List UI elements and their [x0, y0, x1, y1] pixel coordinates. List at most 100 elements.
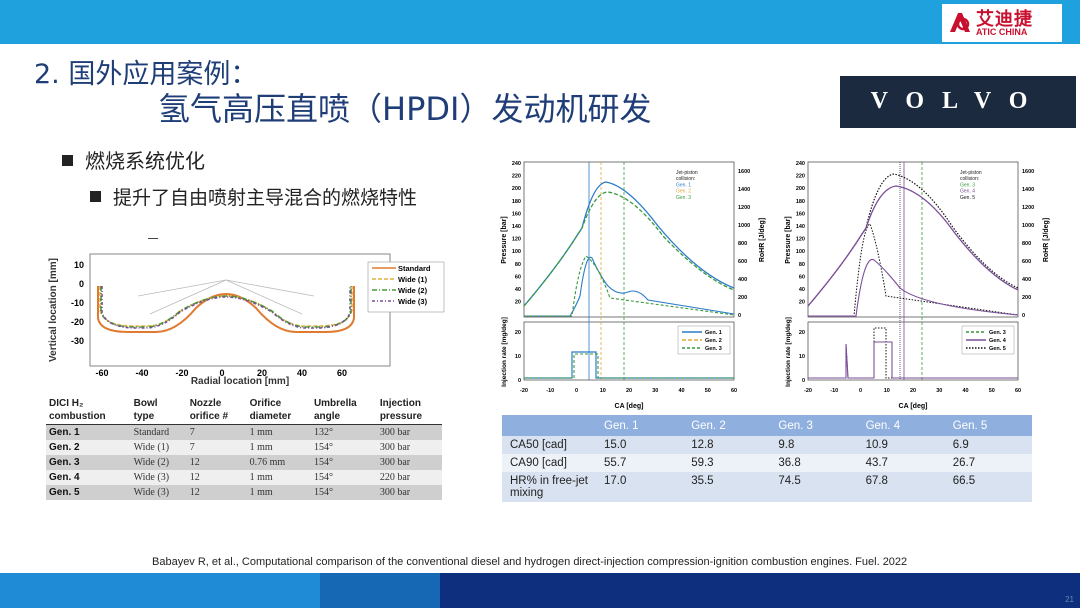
top-banner [0, 0, 1080, 44]
ca-tick: 10 [600, 388, 606, 394]
rohr-tick: 600 [738, 259, 747, 265]
reference-citation: Babayev R, et al., Computational compari… [152, 556, 908, 568]
rohr-tick: 200 [738, 295, 747, 301]
pressure-tick: 80 [515, 262, 521, 268]
rohr-tick: 400 [1022, 277, 1031, 283]
jet-lines [137, 279, 315, 315]
header-text: Bowl [133, 398, 158, 409]
pressure-tick: 240 [796, 161, 805, 167]
table-row: Gen. 5 Wide (3) 12 1 mm 154° 300 bar [46, 485, 442, 500]
column-header: Nozzle orifice # [186, 396, 247, 425]
annotation-text: collision: [676, 176, 695, 182]
standard-bowl-curve [97, 286, 355, 333]
pressure-tick: 40 [799, 287, 805, 293]
pressure-tick: 180 [796, 199, 805, 205]
table-cell: Gen. 2 [46, 440, 131, 455]
legend-label: Standard [398, 264, 431, 273]
table-row: Gen. 1 Standard 7 1 mm 132° 300 bar [46, 424, 442, 440]
header-text: combustion [49, 411, 106, 422]
ca-tick-labels: -20 -10 0 10 20 30 40 50 60 [520, 388, 737, 394]
table-cell: 55.7 [596, 454, 684, 472]
table-body: CA50 [cad] 15.0 12.8 9.8 10.9 6.9 CA90 [cad] 55… [502, 436, 1032, 502]
wide3-bowl-curve [101, 286, 351, 329]
injection-tick-labels: 20 10 0 [799, 330, 805, 384]
ca-tick: 20 [626, 388, 632, 394]
x-tick-label: -40 [135, 368, 148, 378]
table-body: Gen. 1 Standard 7 1 mm 132° 300 bar Gen. 2 Wide… [46, 424, 442, 500]
ca-tick: 50 [989, 388, 995, 394]
table-cell: 1 mm [246, 485, 311, 500]
ca-tick: 50 [705, 388, 711, 394]
table-cell: 66.5 [944, 472, 1032, 502]
rohr-tick: 400 [738, 277, 747, 283]
table-cell: 26.7 [944, 454, 1032, 472]
rohr-tick: 1000 [1022, 223, 1034, 229]
column-header: Gen. 5 [944, 415, 1032, 436]
pressure-tick: 100 [512, 249, 521, 255]
pressure-tick-labels: 240 220 200 180 160 140 120 100 80 60 40 20 [512, 161, 521, 306]
y-tick-label: -20 [71, 317, 84, 327]
ca-tick: 40 [962, 388, 968, 394]
rohr-tick: 800 [738, 241, 747, 247]
table-row: HR% in free-jet mixing 17.0 35.5 74.5 67.8 66… [502, 472, 1032, 502]
rohr-tick: 600 [1022, 259, 1031, 265]
table-cell: 12 [186, 470, 247, 485]
ca-tick: 0 [575, 388, 578, 394]
table-cell: 300 bar [376, 424, 442, 440]
column-header: DICI H₂ combustion [46, 396, 131, 425]
table-cell: 6.9 [944, 436, 1032, 454]
ca-tick: -10 [830, 388, 838, 394]
square-bullet-icon [62, 155, 73, 166]
annotation-text: Gen. 5 [960, 195, 975, 201]
column-header: Orifice diameter [246, 396, 311, 425]
legend-label: Gen. 2 [705, 338, 722, 344]
injection-tick: 0 [802, 378, 805, 384]
pressure-tick: 160 [512, 211, 521, 217]
pressure-tick: 40 [515, 287, 521, 293]
legend-label: Wide (2) [398, 286, 428, 295]
rohr-tick: 1000 [738, 223, 750, 229]
stray-dash [148, 238, 158, 239]
table-header-row: DICI H₂ combustion Bowl type Nozzle orifice #… [46, 396, 442, 425]
page-number: 21 [1065, 595, 1074, 604]
pressure-tick: 180 [512, 199, 521, 205]
square-bullet-icon [90, 191, 101, 202]
ca-tick: 30 [936, 388, 942, 394]
rohr-tick: 1400 [738, 187, 750, 193]
column-header: Gen. 2 [683, 415, 771, 436]
legend-label: Gen. 4 [989, 338, 1007, 344]
rohr-curve-gen4 [808, 258, 1019, 317]
bullet-text: 提升了自由喷射主导混合的燃烧特性 [113, 187, 418, 209]
table-cell: 154° [310, 470, 377, 485]
table-cell: 1 mm [246, 440, 311, 455]
pressure-tick: 140 [512, 224, 521, 230]
header-text: Orifice [249, 398, 282, 409]
rohr-tick-labels: 1600 1400 1200 1000 800 600 400 200 0 [1022, 169, 1034, 319]
table-cell: 154° [310, 455, 377, 470]
injection-legend-items: Gen. 1 Gen. 2 Gen. 3 [682, 330, 722, 352]
banner-segment [320, 573, 440, 608]
annotation-text: collision: [960, 176, 979, 182]
plot-frame [89, 253, 391, 367]
pressure-tick: 60 [799, 274, 805, 280]
pressure-tick: 100 [796, 249, 805, 255]
bullet-level2: 提升了自由喷射主导混合的燃烧特性 [90, 183, 417, 210]
rohr-curve-gen1 [524, 256, 735, 317]
header-text: pressure [379, 411, 423, 422]
table-cell: 9.8 [770, 436, 858, 454]
pressure-curve-gen4 [807, 185, 1019, 307]
injection-tick: 10 [799, 354, 805, 360]
x-tick-label: 20 [257, 368, 267, 378]
dici-configuration-table: DICI H₂ combustion Bowl type Nozzle orifice #… [46, 396, 442, 500]
bowl-legend [367, 261, 445, 313]
ca-tick: -10 [546, 388, 554, 394]
x-tick-label: -20 [175, 368, 188, 378]
pressure-tick: 140 [796, 224, 805, 230]
atic-logo-icon [950, 13, 970, 32]
table-cell: Wide (2) [130, 455, 187, 470]
ca-tick: 40 [678, 388, 684, 394]
